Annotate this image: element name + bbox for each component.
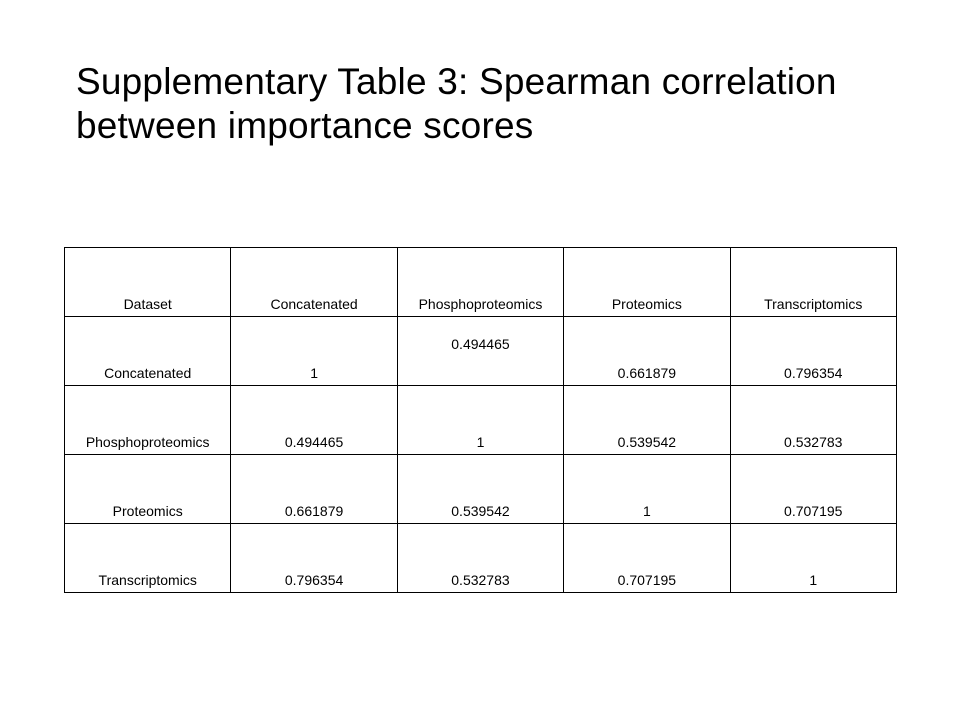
table-row: Transcriptomics 0.796354 0.532783 0.7071… (63, 523, 897, 593)
row-label-cell: Proteomics (63, 454, 232, 524)
table-cell: 1 (230, 316, 398, 386)
table-row: Phosphoproteomics 0.494465 1 0.539542 0.… (63, 385, 897, 455)
table-cell: 1 (563, 454, 731, 524)
table-cell: 0.494465 (396, 316, 565, 386)
table-cell: 0.796354 (729, 316, 897, 386)
correlation-table: Dataset Concatenated Phosphoproteomics P… (63, 247, 897, 593)
header-row: Dataset Concatenated Phosphoproteomics P… (63, 247, 897, 317)
table-row: Proteomics 0.661879 0.539542 1 0.707195 (63, 454, 897, 524)
table-cell: 0.539542 (396, 454, 565, 524)
table-cell: 0.494465 (230, 385, 398, 455)
table-cell: 0.707195 (563, 523, 731, 593)
page-title: Supplementary Table 3: Spearman correlat… (76, 60, 896, 148)
table-row: Concatenated 1 0.494465 0.661879 0.79635… (63, 316, 897, 386)
table-cell: 0.532783 (396, 523, 565, 593)
header-cell-proteomics: Proteomics (563, 247, 731, 317)
title-line-2: between importance scores (76, 105, 534, 146)
table-cell: 0.539542 (563, 385, 731, 455)
table-cell: 1 (396, 385, 565, 455)
table-cell: 1 (729, 523, 897, 593)
table-cell: 0.532783 (729, 385, 897, 455)
header-cell-transcriptomics: Transcriptomics (729, 247, 897, 317)
row-label-cell: Phosphoproteomics (63, 385, 232, 455)
title-line-1: Supplementary Table 3: Spearman correlat… (76, 61, 837, 102)
table-cell: 0.661879 (230, 454, 398, 524)
header-cell-dataset: Dataset (63, 247, 232, 317)
table-cell: 0.707195 (729, 454, 897, 524)
header-cell-concatenated: Concatenated (230, 247, 398, 317)
row-label-cell: Transcriptomics (63, 523, 232, 593)
table-cell: 0.796354 (230, 523, 398, 593)
header-cell-phosphoproteomics: Phosphoproteomics (396, 247, 565, 317)
row-label-cell: Concatenated (63, 316, 232, 386)
table-cell: 0.661879 (563, 316, 731, 386)
